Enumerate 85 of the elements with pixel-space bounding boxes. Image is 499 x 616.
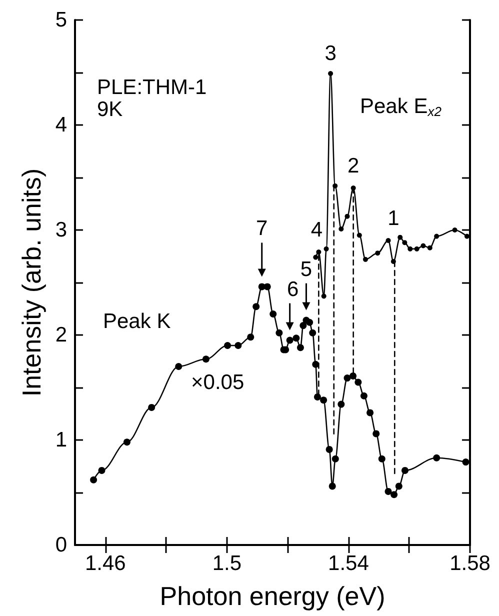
point [386,238,391,243]
point [362,256,368,262]
point [398,234,403,240]
annotation: 3 [324,42,336,66]
point [378,455,386,462]
point [464,234,470,239]
point [344,374,351,382]
point [384,488,392,495]
y-tick-label: 1 [55,428,67,452]
point [350,186,356,190]
x-tick-label: 1.58 [450,552,490,575]
point [427,245,432,250]
point [420,243,426,248]
annotation: 9K [97,98,123,121]
point [224,342,232,349]
point [328,71,334,76]
point [98,466,106,474]
point [90,476,98,484]
point [175,363,182,370]
y-tick-label: 0 [55,534,67,556]
y-tick-label: 3 [55,218,67,242]
y-tick-label: 4 [55,114,68,136]
point [414,246,420,252]
x-tick-label: 1.46 [84,552,126,575]
point [306,318,314,326]
point [234,342,242,349]
point [296,344,304,352]
annotation: 6 [286,278,299,301]
point [123,438,130,446]
point [390,259,396,264]
point [356,232,362,238]
point [434,234,440,239]
point [316,250,322,255]
annotation: 5 [300,258,312,281]
point [309,329,316,336]
point [328,482,336,490]
point [344,214,350,219]
x-tick-label: 1.5 [212,552,242,575]
point [375,250,380,256]
annotation: 4 [310,218,323,242]
point [270,310,277,318]
point [402,240,408,246]
point [354,378,362,386]
annotation: 2 [347,154,360,178]
point [401,466,408,474]
point [324,246,329,252]
point [321,294,326,299]
point [390,491,398,498]
point [264,283,271,290]
point [332,455,339,462]
point [408,246,413,252]
point [372,430,380,438]
point [300,322,307,330]
point [338,226,344,232]
point [252,303,260,310]
annotation: 1 [388,207,400,230]
point [452,228,458,232]
annotation: ×0.05 [191,371,244,394]
point [326,446,333,453]
annotation: Peak K [103,310,171,333]
point [462,458,470,466]
point [148,404,156,411]
point [366,409,374,416]
point [395,482,402,490]
point [433,454,440,462]
annotation: PLE:THM-1 [97,76,207,99]
point [338,400,345,408]
x-axis-title: Photon energy (eV) [160,581,386,611]
point [314,393,321,400]
point [360,392,368,400]
y-axis-title: Intensity (arb. units) [16,168,46,397]
point [247,334,254,341]
point [312,360,320,368]
y-tick-label: 2 [55,324,67,346]
point [332,183,338,188]
point [292,334,300,342]
y-tick-label: 5 [55,8,67,32]
point [202,356,210,363]
point [313,254,318,260]
point [286,336,294,344]
point [350,372,357,380]
point [276,329,283,336]
annotation: 7 [256,217,268,240]
point [320,396,328,404]
x-tick-label: 1.54 [328,552,370,575]
